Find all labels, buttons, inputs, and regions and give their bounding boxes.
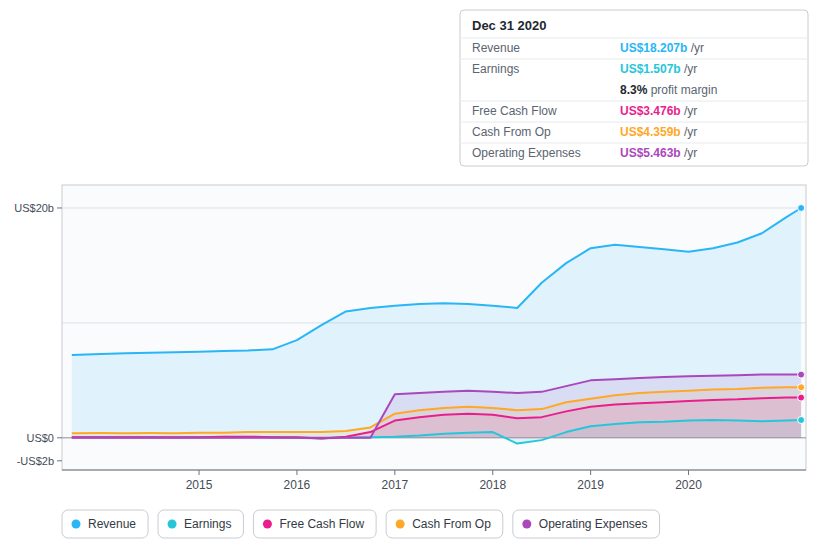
y-tick-label: US$0: [26, 432, 54, 444]
tooltip-box: [460, 10, 808, 166]
tooltip-divider: [460, 143, 808, 144]
legend-box: [253, 510, 376, 538]
legend-label: Operating Expenses: [539, 517, 648, 531]
tooltip-label: Cash From Op: [472, 125, 551, 139]
tooltip-suffix: /yr: [681, 146, 698, 160]
tooltip-suffix: /yr: [681, 62, 698, 76]
series-line: [72, 208, 801, 355]
x-tick-label: 2017: [381, 478, 408, 492]
legend-swatch: [522, 520, 531, 529]
x-tick-label: 2020: [675, 478, 702, 492]
tooltip-suffix: /yr: [681, 125, 698, 139]
end-dot: [798, 384, 805, 391]
tooltip-value: US$18.207b: [620, 41, 687, 55]
tooltip-title: Dec 31 2020: [472, 18, 546, 33]
x-axis: 2015 2016 2017 2018 2019 2020: [62, 470, 806, 492]
data-group: [72, 204, 805, 443]
legend-box: [513, 510, 660, 538]
legend-item: Free Cash Flow: [253, 510, 376, 538]
tooltip-divider: [460, 59, 808, 60]
reference-line: [62, 207, 806, 208]
legend-swatch: [168, 520, 177, 529]
x-tick-label: 2015: [186, 478, 213, 492]
x-tick: [492, 470, 493, 475]
end-dot: [798, 417, 805, 424]
y-tick: [57, 437, 62, 438]
legend-item: Earnings: [158, 510, 243, 538]
y-tick-label: -US$2b: [17, 455, 54, 467]
tooltip-row: US$3.476b /yr: [620, 104, 697, 118]
tooltip-value: US$3.476b: [620, 104, 681, 118]
tooltip-value: US$5.463b: [620, 146, 681, 160]
legend-item: Operating Expenses: [513, 510, 660, 538]
y-axis: -US$2b US$0 US$20b: [14, 202, 62, 467]
tooltip-divider: [460, 101, 808, 102]
legend: Revenue Earnings Free Cash Flow Cash From O…: [62, 510, 660, 538]
tooltip-row: US$1.507b /yr: [620, 62, 697, 76]
plot-frame: [62, 185, 806, 470]
tooltip-row: 8.3% profit margin: [620, 83, 717, 97]
legend-label: Cash From Op: [412, 517, 491, 531]
x-tick: [590, 470, 591, 475]
end-dot: [798, 394, 805, 401]
y-tick: [57, 207, 62, 208]
y-tick-label: US$20b: [14, 202, 54, 214]
x-tick: [199, 470, 200, 475]
legend-item: Revenue: [62, 510, 148, 538]
tooltip-label: Revenue: [472, 41, 520, 55]
legend-label: Earnings: [184, 517, 231, 531]
tooltip-row: US$18.207b /yr: [620, 41, 704, 55]
tooltip-value: 8.3%: [620, 83, 648, 97]
legend-swatch: [72, 520, 81, 529]
end-dot: [798, 371, 805, 378]
legend-box: [386, 510, 503, 538]
tooltip-row: US$5.463b /yr: [620, 146, 697, 160]
x-axis-line: [62, 470, 806, 471]
tooltip: Dec 31 2020 Revenue US$18.207b /yr Earnings…: [460, 10, 808, 166]
tooltip-value: US$1.507b: [620, 62, 681, 76]
series-line: [72, 420, 801, 444]
x-tick: [688, 470, 689, 475]
y-tick: [57, 460, 62, 461]
tooltip-divider: [460, 122, 808, 123]
tooltip-suffix: /yr: [687, 41, 704, 55]
tooltip-divider: [460, 38, 808, 39]
tooltip-suffix: /yr: [681, 104, 698, 118]
tooltip-label: Operating Expenses: [472, 146, 581, 160]
x-tick: [296, 470, 297, 475]
x-tick: [394, 470, 395, 475]
x-tick-label: 2019: [577, 478, 604, 492]
tooltip-value: US$4.359b: [620, 125, 681, 139]
series-line: [72, 375, 801, 438]
end-dot: [798, 204, 805, 211]
area-fill: [72, 208, 801, 438]
legend-swatch: [263, 520, 272, 529]
series-line: [72, 387, 801, 433]
legend-label: Free Cash Flow: [279, 517, 364, 531]
legend-label: Revenue: [88, 517, 136, 531]
reference-lines: [62, 208, 806, 438]
legend-item: Cash From Op: [386, 510, 503, 538]
tooltip-label: Free Cash Flow: [472, 104, 557, 118]
x-tick-label: 2016: [284, 478, 311, 492]
tooltip-suffix: profit margin: [647, 83, 717, 97]
legend-swatch: [396, 520, 405, 529]
x-tick-label: 2018: [479, 478, 506, 492]
area-fill: [72, 375, 801, 438]
tooltip-row: US$4.359b /yr: [620, 125, 697, 139]
legend-box: [62, 510, 148, 538]
chart: 2015 2016 2017 2018 2019 2020 -US$2b US$0 US$20b…: [0, 0, 821, 560]
tooltip-label: Earnings: [472, 62, 519, 76]
legend-box: [158, 510, 243, 538]
